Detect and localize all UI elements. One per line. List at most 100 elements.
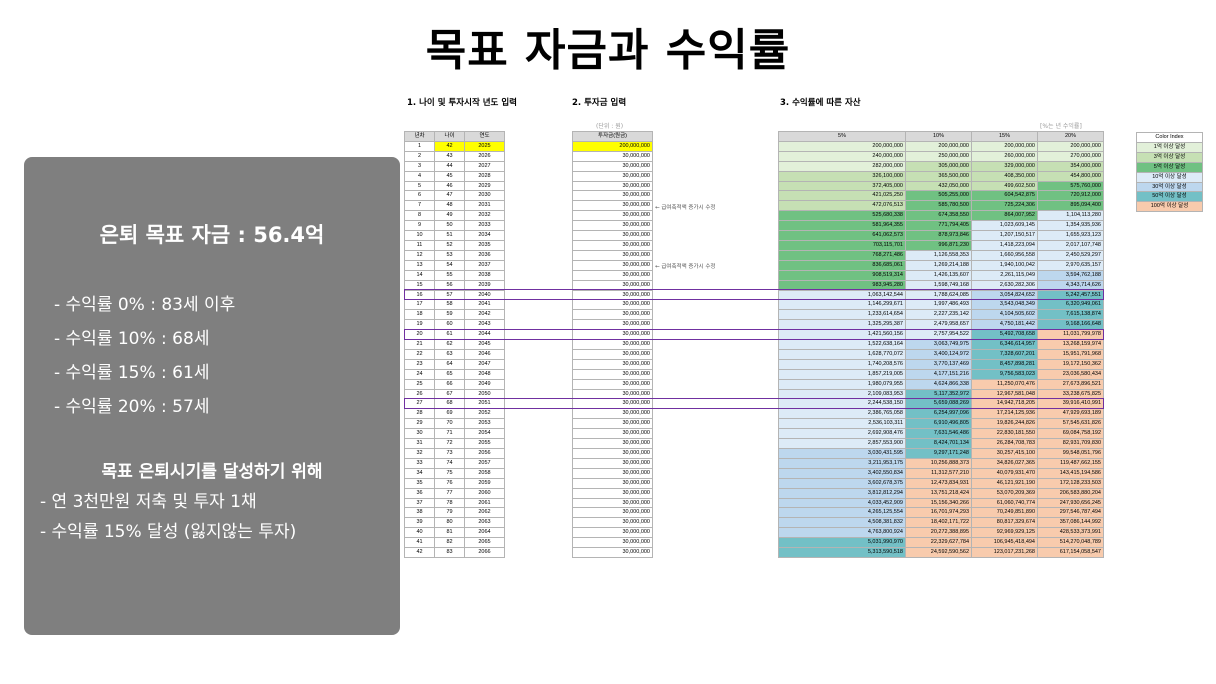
asset-20-cell[interactable]: 617,154,058,547 <box>1037 547 1104 558</box>
investment-cell[interactable]: 30,000,000 <box>572 339 653 350</box>
asset-5-cell[interactable]: 4,763,800,924 <box>778 527 906 539</box>
asset-5-cell[interactable]: 3,211,953,175 <box>778 457 906 469</box>
asset-5-cell[interactable]: 1,857,219,005 <box>778 368 906 380</box>
year-cell[interactable]: 2058 <box>464 467 505 479</box>
asset-20-cell[interactable]: 47,929,693,189 <box>1037 408 1104 420</box>
asset-15-cell[interactable]: 1,023,609,145 <box>971 220 1038 232</box>
year-cell[interactable]: 2052 <box>464 408 505 420</box>
asset-20-cell[interactable]: 200,000,000 <box>1037 140 1104 152</box>
asset-10-cell[interactable]: 674,358,550 <box>905 210 972 222</box>
asset-15-cell[interactable]: 34,826,027,365 <box>971 457 1038 469</box>
asset-5-cell[interactable]: 641,062,573 <box>778 230 906 241</box>
asset-20-cell[interactable]: 206,583,880,204 <box>1037 487 1104 499</box>
investment-cell[interactable]: 30,000,000 <box>572 487 653 499</box>
asset-5-cell[interactable]: 908,519,314 <box>778 269 906 281</box>
year-no-cell[interactable]: 34 <box>404 467 435 479</box>
asset-20-cell[interactable]: 19,172,150,362 <box>1037 358 1104 370</box>
asset-10-cell[interactable]: 16,701,974,293 <box>905 507 972 519</box>
asset-20-cell[interactable]: 1,655,923,123 <box>1037 230 1104 241</box>
year-no-cell[interactable]: 4 <box>404 170 435 182</box>
year-cell[interactable]: 2041 <box>464 299 505 311</box>
asset-20-cell[interactable]: 69,084,758,192 <box>1037 428 1104 440</box>
asset-5-cell[interactable]: 3,602,678,375 <box>778 477 906 489</box>
year-cell[interactable]: 2059 <box>464 477 505 489</box>
age-cell[interactable]: 82 <box>434 537 465 549</box>
investment-cell[interactable]: 30,000,000 <box>572 477 653 489</box>
year-cell[interactable]: 2034 <box>464 230 505 241</box>
asset-5-cell[interactable]: 3,030,431,595 <box>778 448 906 459</box>
year-cell[interactable]: 2061 <box>464 497 505 509</box>
asset-5-cell[interactable]: 2,857,553,900 <box>778 438 906 449</box>
asset-15-cell[interactable]: 4,104,505,602 <box>971 309 1038 321</box>
year-cell[interactable]: 2053 <box>464 418 505 430</box>
investment-cell[interactable]: 30,000,000 <box>572 220 653 232</box>
asset-20-cell[interactable]: 720,912,000 <box>1037 190 1104 202</box>
asset-20-cell[interactable]: 82,931,709,830 <box>1037 438 1104 449</box>
investment-cell[interactable]: 30,000,000 <box>572 428 653 440</box>
year-no-cell[interactable]: 33 <box>404 457 435 469</box>
age-cell[interactable]: 43 <box>434 150 465 162</box>
age-cell[interactable]: 79 <box>434 507 465 519</box>
asset-10-cell[interactable]: 1,426,135,607 <box>905 269 972 281</box>
asset-15-cell[interactable]: 7,328,607,201 <box>971 348 1038 360</box>
year-no-cell[interactable]: 3 <box>404 160 435 172</box>
investment-cell[interactable]: 30,000,000 <box>572 269 653 281</box>
year-cell[interactable]: 2033 <box>464 220 505 232</box>
year-no-cell[interactable]: 36 <box>404 487 435 499</box>
year-no-cell[interactable]: 10 <box>404 230 435 241</box>
asset-15-cell[interactable]: 6,346,614,957 <box>971 339 1038 350</box>
year-cell[interactable]: 2055 <box>464 438 505 449</box>
age-cell[interactable]: 48 <box>434 200 465 212</box>
year-cell[interactable]: 2030 <box>464 190 505 202</box>
asset-5-cell[interactable]: 1,522,638,164 <box>778 339 906 350</box>
investment-cell[interactable]: 30,000,000 <box>572 497 653 509</box>
age-cell[interactable]: 47 <box>434 190 465 202</box>
age-cell[interactable]: 65 <box>434 368 465 380</box>
year-cell[interactable]: 2032 <box>464 210 505 222</box>
asset-20-cell[interactable]: 354,000,000 <box>1037 160 1104 172</box>
age-cell[interactable]: 75 <box>434 467 465 479</box>
asset-15-cell[interactable]: 200,000,000 <box>971 140 1038 152</box>
year-no-cell[interactable]: 28 <box>404 408 435 420</box>
investment-cell[interactable]: 30,000,000 <box>572 170 653 182</box>
investment-cell[interactable]: 30,000,000 <box>572 348 653 360</box>
year-no-cell[interactable]: 32 <box>404 448 435 459</box>
year-no-cell[interactable]: 42 <box>404 547 435 558</box>
age-cell[interactable]: 66 <box>434 378 465 390</box>
asset-10-cell[interactable]: 7,631,546,486 <box>905 428 972 440</box>
asset-10-cell[interactable]: 11,312,577,210 <box>905 467 972 479</box>
asset-15-cell[interactable]: 1,418,223,094 <box>971 239 1038 251</box>
asset-10-cell[interactable]: 13,751,218,424 <box>905 487 972 499</box>
year-cell[interactable]: 2064 <box>464 527 505 539</box>
year-cell[interactable]: 2038 <box>464 269 505 281</box>
age-cell[interactable]: 83 <box>434 547 465 558</box>
year-cell[interactable]: 2028 <box>464 170 505 182</box>
asset-20-cell[interactable]: 454,800,000 <box>1037 170 1104 182</box>
year-cell[interactable]: 2047 <box>464 358 505 370</box>
year-cell[interactable]: 2036 <box>464 249 505 261</box>
investment-cell[interactable]: 30,000,000 <box>572 249 653 261</box>
year-cell[interactable]: 2027 <box>464 160 505 172</box>
age-cell[interactable]: 69 <box>434 408 465 420</box>
asset-10-cell[interactable]: 771,794,405 <box>905 220 972 232</box>
investment-cell[interactable]: 30,000,000 <box>572 517 653 529</box>
asset-20-cell[interactable]: 7,615,138,874 <box>1037 309 1104 321</box>
year-no-cell[interactable]: 29 <box>404 418 435 430</box>
age-cell[interactable]: 71 <box>434 428 465 440</box>
investment-cell[interactable]: 30,000,000 <box>572 378 653 390</box>
year-no-cell[interactable]: 9 <box>404 220 435 232</box>
asset-15-cell[interactable]: 9,756,583,023 <box>971 368 1038 380</box>
asset-15-cell[interactable]: 26,284,708,783 <box>971 438 1038 449</box>
asset-20-cell[interactable]: 172,128,233,503 <box>1037 477 1104 489</box>
investment-cell[interactable]: 30,000,000 <box>572 408 653 420</box>
asset-15-cell[interactable]: 260,000,000 <box>971 150 1038 162</box>
asset-10-cell[interactable]: 996,871,230 <box>905 239 972 251</box>
age-cell[interactable]: 54 <box>434 259 465 271</box>
asset-20-cell[interactable]: 357,086,144,992 <box>1037 517 1104 529</box>
asset-10-cell[interactable]: 365,500,000 <box>905 170 972 182</box>
asset-10-cell[interactable]: 3,400,124,972 <box>905 348 972 360</box>
year-no-cell[interactable]: 11 <box>404 239 435 251</box>
asset-10-cell[interactable]: 22,329,627,784 <box>905 537 972 549</box>
investment-cell[interactable]: 30,000,000 <box>572 467 653 479</box>
asset-20-cell[interactable]: 143,415,194,586 <box>1037 467 1104 479</box>
